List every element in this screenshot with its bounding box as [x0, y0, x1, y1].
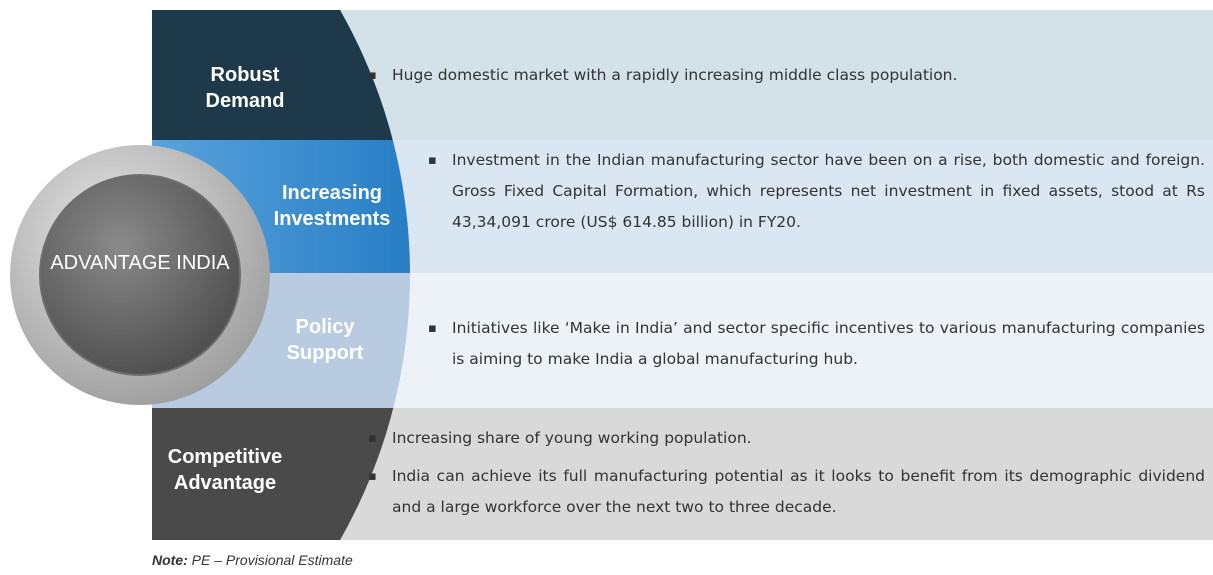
row-text: Increasing share of young working popula… — [368, 423, 1205, 523]
bullet: Initiatives like ‘Make in India’ and sec… — [428, 313, 1205, 375]
bullet: Investment in the Indian manufacturing s… — [428, 145, 1205, 238]
row-text: Investment in the Indian manufacturing s… — [428, 145, 1205, 238]
row-label: Robust Demand — [205, 64, 285, 112]
note-text: PE – Provisional Estimate — [191, 552, 353, 568]
row-label: Policy Support — [286, 316, 364, 364]
center-label: ADVANTAGE INDIA — [50, 252, 230, 274]
bullet-list: Investment in the Indian manufacturing s… — [428, 145, 1205, 238]
bullet: India can achieve its full manufacturing… — [368, 461, 1205, 523]
bullet: Huge domestic market with a rapidly incr… — [368, 60, 1198, 91]
bullet: Increasing share of young working popula… — [368, 423, 1205, 454]
inner-circle — [39, 174, 241, 376]
row-label: Increasing Investments — [273, 182, 391, 230]
bullet-list: Huge domestic market with a rapidly incr… — [368, 60, 1198, 91]
row-label: Competitive Advantage — [167, 446, 283, 494]
note-prefix: Note: — [152, 552, 188, 568]
bullet-list: Increasing share of young working popula… — [368, 423, 1205, 523]
note: Note: PE – Provisional Estimate — [152, 552, 353, 568]
row-text: Huge domestic market with a rapidly incr… — [368, 60, 1198, 91]
row-text: Initiatives like ‘Make in India’ and sec… — [428, 313, 1205, 375]
bullet-list: Initiatives like ‘Make in India’ and sec… — [428, 313, 1205, 375]
